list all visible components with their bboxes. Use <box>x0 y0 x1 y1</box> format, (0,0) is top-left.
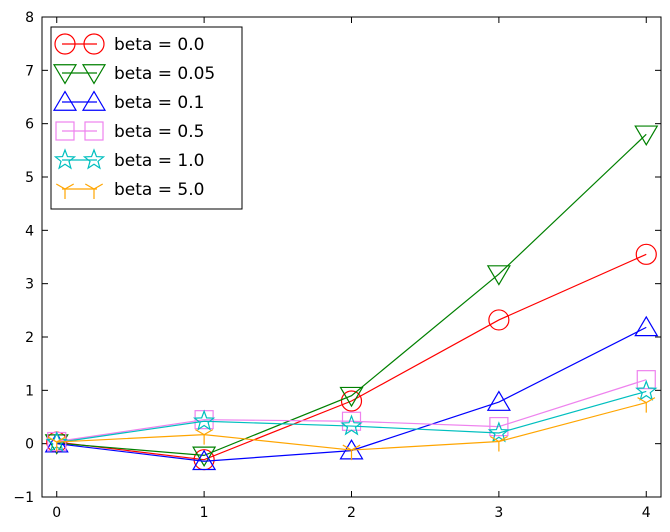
data-point <box>195 429 214 445</box>
legend-entry: beta = 1.0 <box>53 148 204 171</box>
axis-ticks: 0 1 2 3 4 −1 0 1 2 3 4 5 6 7 8 <box>13 10 661 521</box>
legend-marker <box>83 33 105 55</box>
legend-marker <box>55 121 75 141</box>
y-tick-label: 3 <box>25 277 34 293</box>
legend-entry: beta = 0.05 <box>52 64 215 85</box>
data-point <box>635 379 658 401</box>
data-point <box>489 436 508 452</box>
data-point <box>635 243 657 265</box>
legend-entry: beta = 0.1 <box>52 90 204 113</box>
legend-box <box>50 26 243 210</box>
legend-marker <box>56 183 74 199</box>
data-point <box>192 446 217 468</box>
legend: beta = 0.0 beta = 0.05 beta = 0.1 beta = 0.… <box>50 26 243 210</box>
legend-marker <box>53 148 77 170</box>
y-tick-label: 6 <box>25 117 34 133</box>
x-tick-label: 3 <box>494 505 503 521</box>
legend-marker <box>81 90 107 111</box>
y-tick-label: −1 <box>13 490 34 506</box>
legend-entry: beta = 5.0 <box>56 180 204 200</box>
data-point <box>486 265 511 286</box>
data-point <box>342 444 361 461</box>
data-point <box>192 409 216 431</box>
series-5 <box>47 397 656 461</box>
plot-area: 0 1 2 3 4 −1 0 1 2 3 4 5 6 7 8 <box>13 10 662 521</box>
y-tick-label: 2 <box>25 330 34 346</box>
series-line <box>56 253 647 461</box>
legend-label: beta = 0.0 <box>114 35 204 55</box>
data-point <box>487 421 511 443</box>
legend-marker <box>82 148 106 170</box>
legend-label: beta = 0.5 <box>114 122 204 142</box>
y-tick-label: 0 <box>25 437 34 453</box>
data-point <box>634 315 659 337</box>
data-point <box>488 309 510 331</box>
data-point <box>47 436 66 453</box>
legend-entry: beta = 0.5 <box>55 121 204 142</box>
data-point <box>340 414 363 436</box>
y-tick-label: 8 <box>25 10 34 26</box>
x-tick-label: 4 <box>642 505 651 521</box>
data-point <box>339 386 364 408</box>
legend-marker <box>52 64 78 85</box>
y-tick-label: 4 <box>25 223 34 239</box>
data-point <box>634 125 659 146</box>
x-tick-label: 1 <box>200 505 209 521</box>
legend-entry: beta = 0.0 <box>54 33 204 55</box>
x-tick-label: 2 <box>347 505 356 521</box>
legend-marker <box>54 33 76 55</box>
y-tick-label: 1 <box>25 383 34 399</box>
legend-marker <box>81 64 107 85</box>
legend-label: beta = 5.0 <box>114 180 204 200</box>
axes-frame <box>41 16 662 498</box>
data-point <box>637 397 656 413</box>
series-line <box>56 390 647 444</box>
series-line <box>56 133 647 457</box>
data-point <box>340 390 363 412</box>
data-point <box>636 370 656 390</box>
data-point <box>489 417 509 437</box>
series-1 <box>44 125 659 468</box>
legend-marker <box>85 183 103 199</box>
legend-marker <box>52 90 78 111</box>
series-line <box>56 379 647 443</box>
y-tick-label: 7 <box>25 63 34 79</box>
x-tick-label: 0 <box>52 505 61 521</box>
data-point <box>192 449 217 471</box>
legend-label: beta = 1.0 <box>114 151 204 171</box>
legend-marker <box>84 121 104 141</box>
legend-label: beta = 0.05 <box>114 64 215 84</box>
legend-label: beta = 0.1 <box>114 93 204 113</box>
data-point <box>486 390 511 411</box>
y-tick-label: 5 <box>25 170 34 186</box>
